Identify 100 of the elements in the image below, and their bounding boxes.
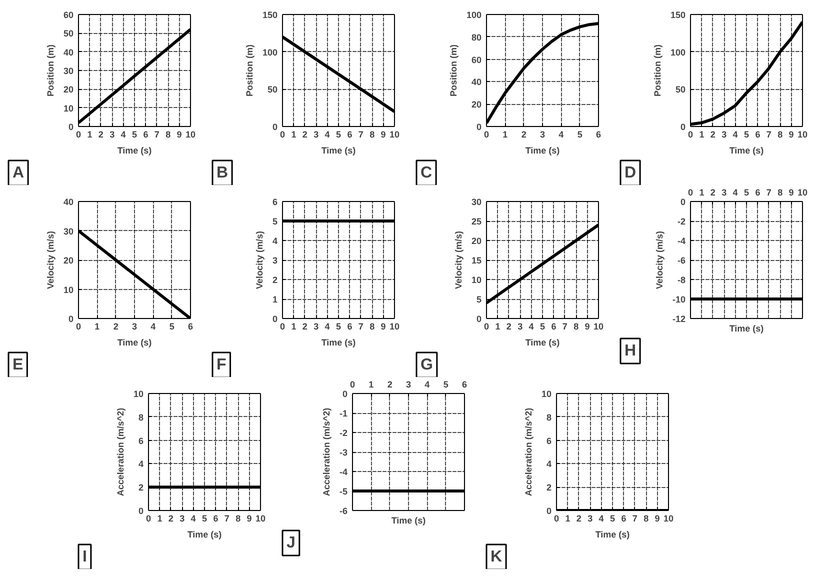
y-axis-title: Velocity (m/s): [453, 230, 464, 290]
y-tick-label: 2: [272, 275, 278, 285]
y-tick-label: 20: [471, 236, 482, 246]
y-tick-label: -2: [678, 216, 686, 226]
x-tick-label: 1: [368, 380, 374, 390]
x-tick-label: 8: [574, 322, 579, 332]
x-tick-label: 3: [406, 380, 412, 390]
y-tick-label: 10: [541, 389, 552, 399]
x-tick-label: 5: [540, 322, 546, 332]
y-tick-label: 10: [471, 275, 482, 285]
y-tick-label: 100: [262, 47, 278, 58]
text: C: [420, 164, 432, 182]
y-tick-label: 0: [68, 122, 74, 132]
y-tick-label: 40: [63, 47, 74, 58]
x-tick-label: 5: [169, 322, 174, 332]
x-axis-title: Time (s): [117, 146, 152, 156]
x-tick-label: 10: [389, 322, 400, 332]
x-tick-label: 10: [255, 514, 266, 524]
x-tick-label: 0: [554, 514, 560, 524]
y-tick-label: 60: [471, 54, 482, 65]
x-tick-label: 9: [246, 514, 252, 524]
y-tick-label: -1: [340, 408, 348, 418]
x-tick-label: 1: [87, 130, 92, 140]
y-tick-label: 50: [675, 84, 686, 95]
x-axis-title: Time (s): [525, 146, 560, 156]
y-tick-label: 5: [272, 216, 278, 226]
x-tick-label: 4: [528, 322, 534, 332]
x-tick-label: 1: [699, 130, 704, 140]
y-tick-label: 50: [267, 84, 278, 95]
y-axis-title: Acceleration (m/s^2): [322, 408, 332, 496]
x-tick-label: 1: [495, 322, 500, 332]
x-tick-label: 2: [302, 130, 308, 140]
text: I: [82, 548, 87, 566]
y-tick-label: 20: [471, 100, 482, 110]
y-tick-label: 30: [63, 66, 74, 76]
y-tick-label: 10: [63, 284, 74, 295]
x-tick-label: 3: [722, 130, 727, 140]
text: K: [490, 548, 502, 566]
y-tick-label: 0: [546, 506, 552, 516]
y-tick-label: 20: [63, 256, 74, 266]
x-tick-label: 1: [94, 322, 100, 332]
x-tick-label: 10: [185, 130, 196, 140]
x-tick-label: 7: [358, 322, 364, 332]
x-tick-label: 9: [380, 322, 386, 332]
x-tick-label: 2: [576, 514, 582, 524]
x-tick-label: 6: [755, 130, 760, 140]
x-tick-label: 4: [424, 380, 430, 390]
x-tick-label: 3: [314, 322, 319, 332]
x-tick-label: 1: [699, 188, 704, 198]
y-tick-label: -8: [678, 275, 686, 285]
x-tick-label: 4: [190, 514, 196, 524]
y-axis-title: Position (m): [45, 44, 56, 96]
x-tick-label: 3: [518, 322, 523, 332]
x-tick-label: 6: [213, 514, 218, 524]
x-tick-label: 3: [180, 514, 185, 524]
x-tick-label: 7: [766, 188, 772, 198]
x-tick-label: 10: [797, 188, 808, 198]
x-tick-label: 0: [280, 130, 286, 140]
x-tick-label: 10: [389, 130, 400, 140]
x-tick-label: 2: [710, 188, 716, 198]
x-axis-title: Time (s): [391, 516, 426, 526]
x-tick-label: 0: [76, 322, 82, 332]
y-tick-label: 15: [471, 256, 482, 266]
y-tick-label: 0: [476, 314, 482, 324]
x-tick-label: 8: [166, 130, 171, 140]
y-tick-label: -12: [672, 314, 686, 324]
x-axis-title: Time (s): [729, 324, 764, 334]
x-tick-label: 8: [778, 130, 783, 140]
x-tick-label: 2: [521, 130, 526, 140]
y-tick-label: -5: [340, 486, 348, 496]
x-tick-label: 1: [157, 514, 162, 524]
text: A: [12, 164, 24, 182]
x-tick-label: 1: [291, 322, 296, 332]
y-tick-label: 3: [272, 256, 278, 266]
x-tick-label: 4: [558, 130, 564, 140]
x-tick-label: 1: [291, 130, 296, 140]
x-tick-label: 5: [744, 130, 750, 140]
y-tick-label: 0: [476, 122, 482, 132]
text: E: [12, 356, 24, 374]
y-tick-label: 30: [63, 226, 74, 236]
y-tick-label: -4: [678, 236, 686, 246]
y-tick-label: 0: [272, 122, 278, 132]
x-tick-label: 0: [146, 514, 152, 524]
y-tick-label: 100: [670, 47, 686, 58]
x-tick-label: 5: [132, 130, 138, 140]
y-tick-label: 0: [342, 389, 348, 399]
y-tick-label: 150: [262, 10, 278, 20]
y-tick-label: 30: [471, 197, 482, 207]
y-tick-label: 6: [138, 436, 144, 446]
y-tick-label: -6: [340, 506, 348, 516]
x-tick-label: 9: [380, 130, 386, 140]
y-tick-label: -10: [672, 294, 686, 304]
x-tick-label: 9: [176, 130, 182, 140]
x-tick-label: 10: [797, 130, 808, 140]
y-tick-label: 0: [138, 506, 144, 516]
y-tick-label: -4: [340, 467, 348, 477]
x-tick-label: 7: [224, 514, 230, 524]
x-tick-label: 9: [788, 188, 794, 198]
x-tick-label: 0: [484, 322, 490, 332]
x-axis-title: Time (s): [525, 338, 560, 348]
